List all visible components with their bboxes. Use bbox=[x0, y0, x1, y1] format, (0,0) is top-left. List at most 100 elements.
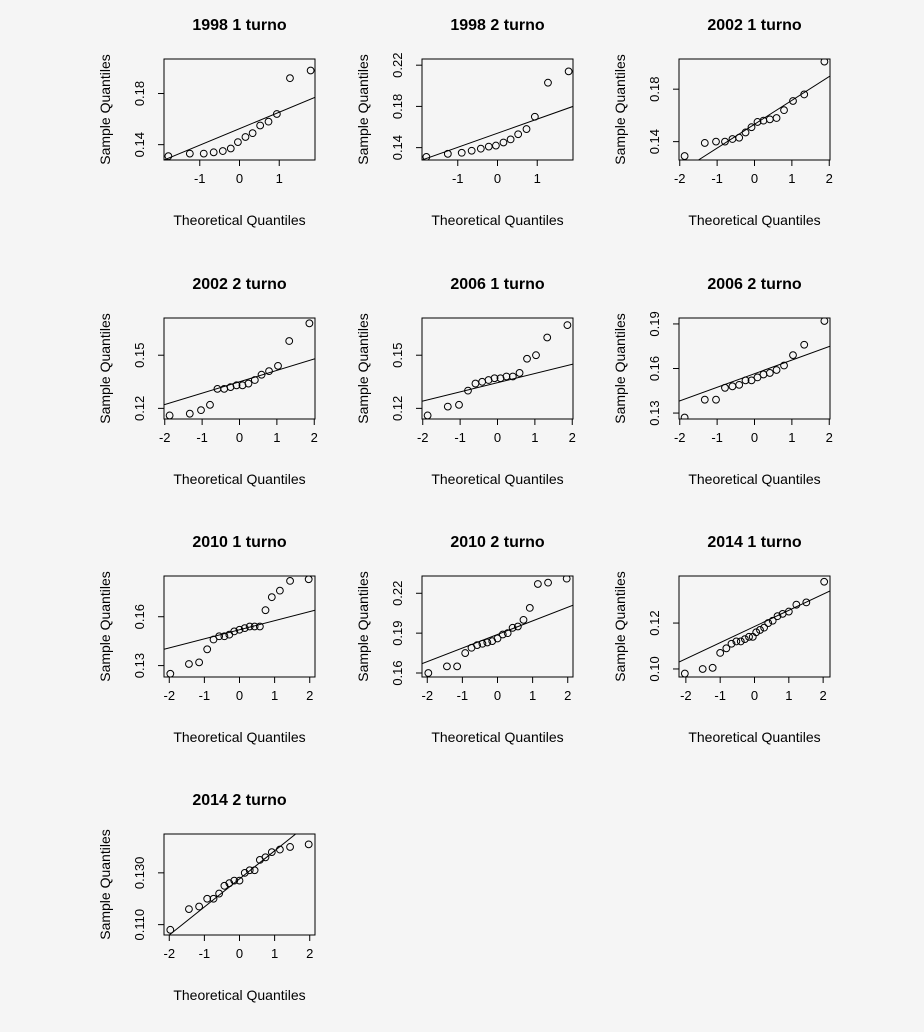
data-point bbox=[784, 607, 793, 616]
data-point bbox=[544, 578, 552, 587]
data-point bbox=[185, 660, 193, 668]
qq-reference-line bbox=[679, 590, 830, 663]
x-tick-label: 2 bbox=[306, 946, 313, 961]
data-point bbox=[261, 853, 270, 862]
qq-panel-3: 2002 2 turno -2 -1 0 1 2 0.12 0.15 Theoretical Q… bbox=[97, 276, 318, 487]
x-tick-label: 0 bbox=[236, 430, 243, 445]
data-point bbox=[455, 400, 463, 409]
data-point bbox=[215, 632, 224, 641]
x-tick-label: -1 bbox=[454, 430, 466, 445]
y-tick-label: 0.12 bbox=[132, 396, 147, 421]
data-point bbox=[508, 372, 517, 381]
data-point bbox=[721, 137, 729, 146]
data-point bbox=[267, 593, 276, 602]
data-point bbox=[765, 369, 774, 377]
chart-title: 1998 1 turno bbox=[192, 17, 286, 34]
x-tick-label: 2 bbox=[826, 171, 833, 186]
data-point bbox=[752, 628, 761, 637]
qq-panel-2: 2002 1 turno -2 -1 0 1 2 0.14 0.18 Theoretical Q… bbox=[612, 17, 833, 228]
x-tick-label: -1 bbox=[452, 171, 464, 186]
data-point bbox=[225, 879, 234, 888]
chart-title: 2014 1 turno bbox=[707, 534, 801, 551]
chart-title: 2002 1 turno bbox=[707, 17, 801, 34]
data-point bbox=[476, 144, 485, 153]
data-point bbox=[166, 925, 175, 934]
data-point bbox=[700, 395, 709, 404]
data-point bbox=[220, 632, 229, 641]
data-point bbox=[563, 321, 572, 329]
data-point bbox=[264, 117, 273, 126]
data-point bbox=[780, 361, 788, 370]
x-axis-label: Theoretical Quantiles bbox=[431, 729, 563, 745]
data-point bbox=[519, 615, 528, 624]
qq-reference-line bbox=[164, 609, 315, 650]
data-point bbox=[680, 669, 689, 677]
data-point bbox=[199, 149, 208, 158]
x-tick-label: 0 bbox=[751, 688, 758, 703]
data-point bbox=[484, 142, 493, 151]
data-point bbox=[532, 351, 540, 360]
data-point bbox=[232, 381, 241, 390]
data-point bbox=[245, 866, 254, 875]
x-tick-label: 1 bbox=[531, 430, 538, 445]
chart-title: 2014 2 turno bbox=[192, 792, 286, 809]
x-tick-label: 2 bbox=[564, 688, 571, 703]
y-tick-label: 0.15 bbox=[132, 343, 147, 368]
data-point bbox=[759, 370, 768, 379]
y-tick-label: 0.13 bbox=[647, 400, 662, 425]
data-point bbox=[789, 351, 797, 360]
x-tick-label: 0 bbox=[236, 946, 243, 961]
data-point bbox=[240, 624, 249, 633]
data-point bbox=[728, 135, 737, 143]
data-point bbox=[467, 146, 476, 155]
data-point bbox=[800, 90, 809, 99]
data-point bbox=[772, 114, 781, 122]
data-point bbox=[197, 406, 205, 415]
y-tick-label: 0.14 bbox=[132, 132, 147, 157]
x-tick-label: 1 bbox=[788, 430, 795, 445]
data-point bbox=[741, 376, 750, 385]
data-point bbox=[230, 627, 239, 636]
data-point bbox=[789, 97, 797, 105]
y-tick-label: 0.16 bbox=[390, 660, 405, 685]
data-point bbox=[304, 840, 313, 849]
plot-area bbox=[679, 318, 830, 419]
x-tick-label: -1 bbox=[711, 430, 723, 445]
qq-panel-5: 2006 2 turno -2 -1 0 1 2 0.13 0.16 0.19 Theoretic… bbox=[612, 276, 833, 487]
data-point bbox=[209, 148, 218, 157]
plot-area bbox=[422, 67, 573, 160]
data-point bbox=[203, 894, 212, 903]
data-point bbox=[275, 586, 284, 595]
qq-reference-line bbox=[422, 363, 573, 402]
data-point bbox=[745, 632, 753, 641]
data-point bbox=[708, 663, 717, 672]
data-point bbox=[773, 612, 782, 621]
data-point bbox=[272, 110, 281, 118]
chart-title: 1998 2 turno bbox=[450, 17, 544, 34]
data-point bbox=[275, 845, 284, 854]
data-point bbox=[735, 133, 744, 142]
data-point bbox=[457, 148, 466, 157]
data-point bbox=[274, 361, 282, 370]
plot-frame bbox=[678, 317, 831, 420]
x-tick-label: 1 bbox=[273, 430, 280, 445]
x-tick-label: 2 bbox=[820, 688, 827, 703]
data-point bbox=[285, 337, 294, 345]
plot-area bbox=[164, 66, 315, 160]
data-point bbox=[250, 376, 259, 384]
y-tick-label: 0.13 bbox=[132, 653, 147, 678]
data-point bbox=[499, 138, 508, 147]
data-point bbox=[780, 106, 788, 115]
data-point bbox=[185, 409, 194, 418]
x-tick-label: 1 bbox=[785, 688, 792, 703]
x-tick-label: 2 bbox=[569, 430, 576, 445]
x-axis-label: Theoretical Quantiles bbox=[173, 729, 305, 745]
plot-frame bbox=[163, 317, 316, 420]
data-point bbox=[562, 576, 571, 583]
data-point bbox=[764, 619, 773, 627]
y-tick-label: 0.14 bbox=[647, 129, 662, 154]
x-tick-label: -2 bbox=[421, 688, 433, 703]
data-point bbox=[820, 59, 829, 66]
plot-area bbox=[166, 834, 313, 935]
y-tick-label: 0.22 bbox=[390, 581, 405, 606]
